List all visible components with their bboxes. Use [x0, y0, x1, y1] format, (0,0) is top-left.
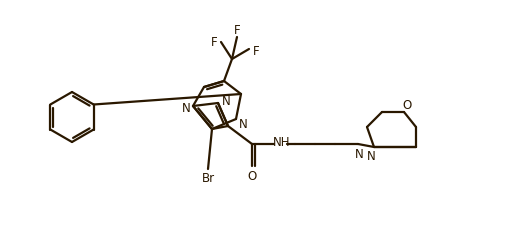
Text: O: O — [247, 169, 256, 182]
Text: F: F — [211, 35, 217, 48]
Text: N: N — [355, 147, 363, 160]
Text: F: F — [253, 44, 259, 57]
Text: N: N — [366, 150, 375, 163]
Text: N: N — [238, 117, 247, 130]
Text: Br: Br — [201, 172, 215, 185]
Text: NH: NH — [273, 136, 291, 149]
Text: O: O — [402, 98, 412, 111]
Text: N: N — [182, 101, 191, 114]
Text: N: N — [221, 94, 230, 107]
Text: F: F — [234, 23, 241, 36]
